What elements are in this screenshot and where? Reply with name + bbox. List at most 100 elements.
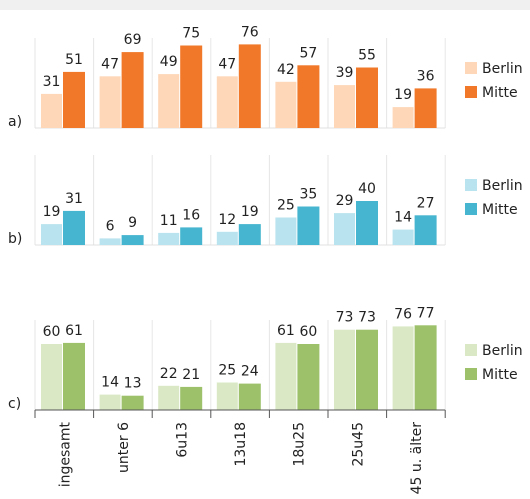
legend-swatch — [465, 368, 477, 380]
bar — [414, 88, 437, 128]
data-label: 31 — [65, 191, 83, 207]
x-tick-label: 13u18 — [233, 422, 249, 467]
bar — [275, 342, 297, 410]
bar — [41, 224, 62, 245]
data-label: 14 — [101, 375, 119, 391]
bar — [297, 65, 320, 128]
bar — [121, 395, 144, 410]
data-label: 55 — [358, 48, 376, 64]
data-label: 42 — [277, 62, 295, 78]
data-label: 12 — [218, 212, 236, 228]
data-label: 25 — [218, 363, 236, 379]
data-label: 75 — [182, 26, 200, 42]
bar — [41, 93, 62, 128]
bar — [334, 329, 355, 410]
data-label: 51 — [65, 52, 83, 68]
bar — [356, 67, 378, 128]
bar — [99, 76, 121, 128]
data-label: 69 — [124, 32, 142, 48]
data-label: 57 — [299, 45, 317, 61]
bar — [63, 210, 85, 245]
panel-label: b) — [8, 231, 22, 247]
data-label: 73 — [358, 310, 376, 326]
data-label: 49 — [160, 54, 178, 70]
legend-label: Mitte — [482, 202, 518, 218]
bar — [414, 215, 437, 245]
bar — [216, 231, 238, 245]
data-label: 19 — [241, 204, 259, 220]
bar — [63, 342, 85, 410]
bar — [121, 235, 144, 245]
bar — [216, 382, 238, 410]
bar — [238, 383, 261, 410]
data-label: 47 — [101, 56, 119, 72]
data-label: 13 — [124, 376, 142, 392]
bar — [334, 85, 355, 128]
bar — [180, 227, 203, 245]
data-label: 21 — [182, 367, 200, 383]
bar — [180, 386, 203, 410]
data-label: 11 — [160, 213, 178, 229]
panel-label: c) — [8, 396, 21, 412]
data-label: 60 — [43, 324, 61, 340]
legend-label: Mitte — [482, 85, 518, 101]
data-label: 73 — [336, 310, 354, 326]
legend-swatch — [465, 344, 477, 356]
bar — [275, 217, 297, 245]
bar — [99, 394, 121, 410]
data-label: 31 — [43, 74, 61, 90]
bar — [121, 52, 144, 128]
data-label: 76 — [394, 306, 412, 322]
data-label: 36 — [417, 68, 435, 84]
bar — [414, 325, 437, 410]
data-label: 29 — [336, 193, 354, 209]
data-label: 61 — [65, 323, 83, 339]
bar — [356, 201, 378, 245]
legend-label: Berlin — [482, 343, 523, 359]
bar — [392, 326, 414, 410]
bar — [99, 238, 121, 245]
legend-label: Mitte — [482, 367, 518, 383]
bar — [63, 71, 85, 128]
x-tick-label: 25u45 — [350, 422, 366, 467]
panel-label: a) — [8, 114, 22, 130]
data-label: 35 — [299, 187, 317, 203]
x-tick-label: 6u13 — [175, 422, 191, 458]
data-label: 76 — [241, 24, 259, 40]
bar — [392, 107, 414, 128]
data-label: 19 — [43, 204, 61, 220]
top-strip — [0, 0, 530, 10]
bar — [158, 385, 180, 410]
data-label: 14 — [394, 210, 412, 226]
data-label: 60 — [299, 324, 317, 340]
bar — [158, 232, 180, 245]
data-label: 47 — [218, 56, 236, 72]
x-tick-label: unter 6 — [116, 422, 132, 473]
x-tick-label: 45 u. älter — [409, 422, 425, 495]
data-label: 27 — [417, 195, 435, 211]
data-label: 39 — [336, 65, 354, 81]
bar — [334, 213, 355, 245]
bar — [297, 206, 320, 245]
bar — [216, 76, 238, 128]
legend-label: Berlin — [482, 61, 523, 77]
legend-swatch — [465, 179, 477, 191]
bar — [41, 344, 62, 410]
x-tick-label: 18u25 — [292, 422, 308, 467]
bar — [238, 224, 261, 245]
data-label: 40 — [358, 181, 376, 197]
data-label: 6 — [106, 218, 115, 234]
data-label: 9 — [128, 215, 137, 231]
legend-swatch — [465, 203, 477, 215]
data-label: 22 — [160, 366, 178, 382]
bar — [180, 45, 203, 128]
data-label: 24 — [241, 364, 259, 380]
bar — [275, 81, 297, 128]
legend-label: Berlin — [482, 178, 523, 194]
legend-swatch — [465, 86, 477, 98]
data-label: 19 — [394, 87, 412, 103]
bar — [238, 44, 261, 128]
data-label: 16 — [182, 207, 200, 223]
data-label: 25 — [277, 198, 295, 214]
data-label: 77 — [417, 305, 435, 321]
